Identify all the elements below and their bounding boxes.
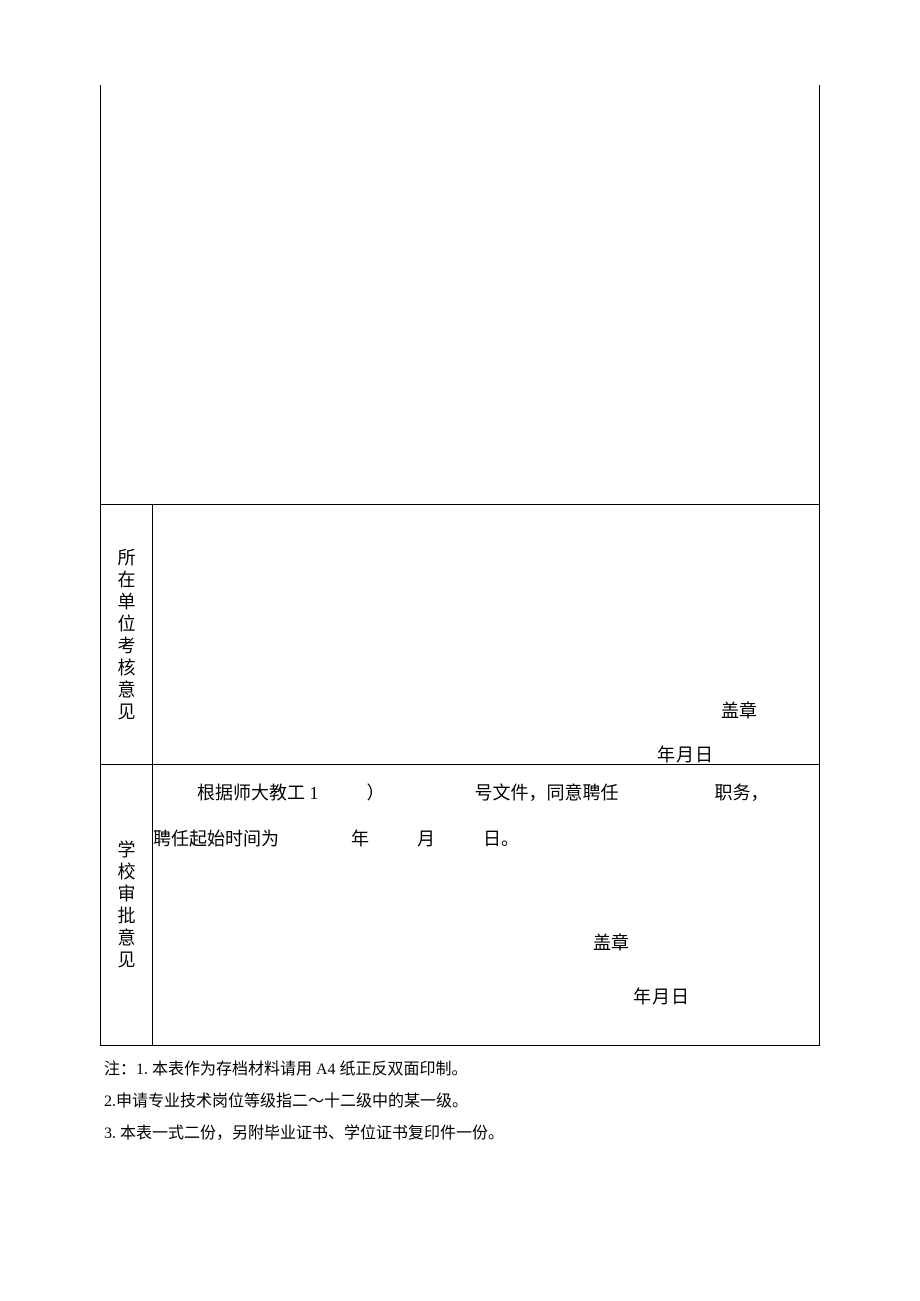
unit-date-label: 年月日 — [657, 741, 714, 767]
form-table: 所 在 单 位 考 核 意 见 盖章 年月日 学 校 — [100, 85, 820, 1046]
footnote-2: 2.申请专业技术岗位等级指二～十二级中的某一级。 — [104, 1087, 824, 1117]
text-seg: 月 — [417, 829, 435, 849]
unit-opinion-row: 所 在 单 位 考 核 意 见 盖章 年月日 — [101, 505, 819, 765]
school-opinion-row: 学 校 审 批 意 见 根据师大教工 1 ） 号文件，同意聘任 职务， 聘任起始时间为… — [101, 765, 819, 1045]
vchar: 核 — [118, 657, 136, 679]
vchar: 见 — [118, 949, 136, 971]
text-seg: ） — [367, 783, 385, 803]
page: 所 在 单 位 考 核 意 见 盖章 年月日 学 校 — [0, 0, 920, 1301]
school-opinion-label-cell: 学 校 审 批 意 见 — [101, 765, 153, 1045]
unit-opinion-content: 盖章 年月日 — [153, 505, 819, 764]
footnotes: 注：1. 本表作为存档材料请用 A4 纸正反双面印制。 2.申请专业技术岗位等级… — [104, 1055, 824, 1151]
text-seg: 年 — [351, 829, 369, 849]
school-opinion-label: 学 校 审 批 意 见 — [118, 839, 136, 971]
vchar: 意 — [118, 679, 136, 701]
footnote-3: 3. 本表一式二份，另附毕业证书、学位证书复印件一份。 — [104, 1119, 824, 1149]
top-blank-row — [101, 85, 819, 505]
text-seg: 聘任起始时间为 — [153, 829, 279, 849]
vchar: 单 — [118, 591, 136, 613]
vchar: 见 — [118, 701, 136, 723]
vchar: 学 — [118, 839, 136, 861]
vchar: 意 — [118, 927, 136, 949]
text-seg: 职务， — [715, 783, 769, 803]
vchar: 位 — [118, 613, 136, 635]
unit-opinion-label: 所 在 单 位 考 核 意 见 — [118, 547, 136, 723]
text-seg: 根据师大教工 1 — [197, 783, 319, 803]
vchar: 在 — [118, 569, 136, 591]
vchar: 批 — [118, 905, 136, 927]
vchar: 审 — [118, 883, 136, 905]
approval-line-2: 聘任起始时间为 年 月 日。 — [153, 825, 519, 851]
vchar: 所 — [118, 547, 136, 569]
footnote-1: 注：1. 本表作为存档材料请用 A4 纸正反双面印制。 — [104, 1055, 824, 1085]
text-seg: 号文件，同意聘任 — [475, 783, 619, 803]
approval-line-1: 根据师大教工 1 ） 号文件，同意聘任 职务， — [197, 779, 809, 805]
vchar: 校 — [118, 861, 136, 883]
vchar: 考 — [118, 635, 136, 657]
school-date-label: 年月日 — [633, 983, 690, 1009]
school-stamp-label: 盖章 — [593, 929, 629, 955]
school-opinion-content: 根据师大教工 1 ） 号文件，同意聘任 职务， 聘任起始时间为 年 月 日。 盖章 年月日 — [153, 765, 819, 1045]
unit-opinion-label-cell: 所 在 单 位 考 核 意 见 — [101, 505, 153, 764]
text-seg: 日。 — [483, 829, 519, 849]
unit-stamp-label: 盖章 — [721, 697, 757, 723]
